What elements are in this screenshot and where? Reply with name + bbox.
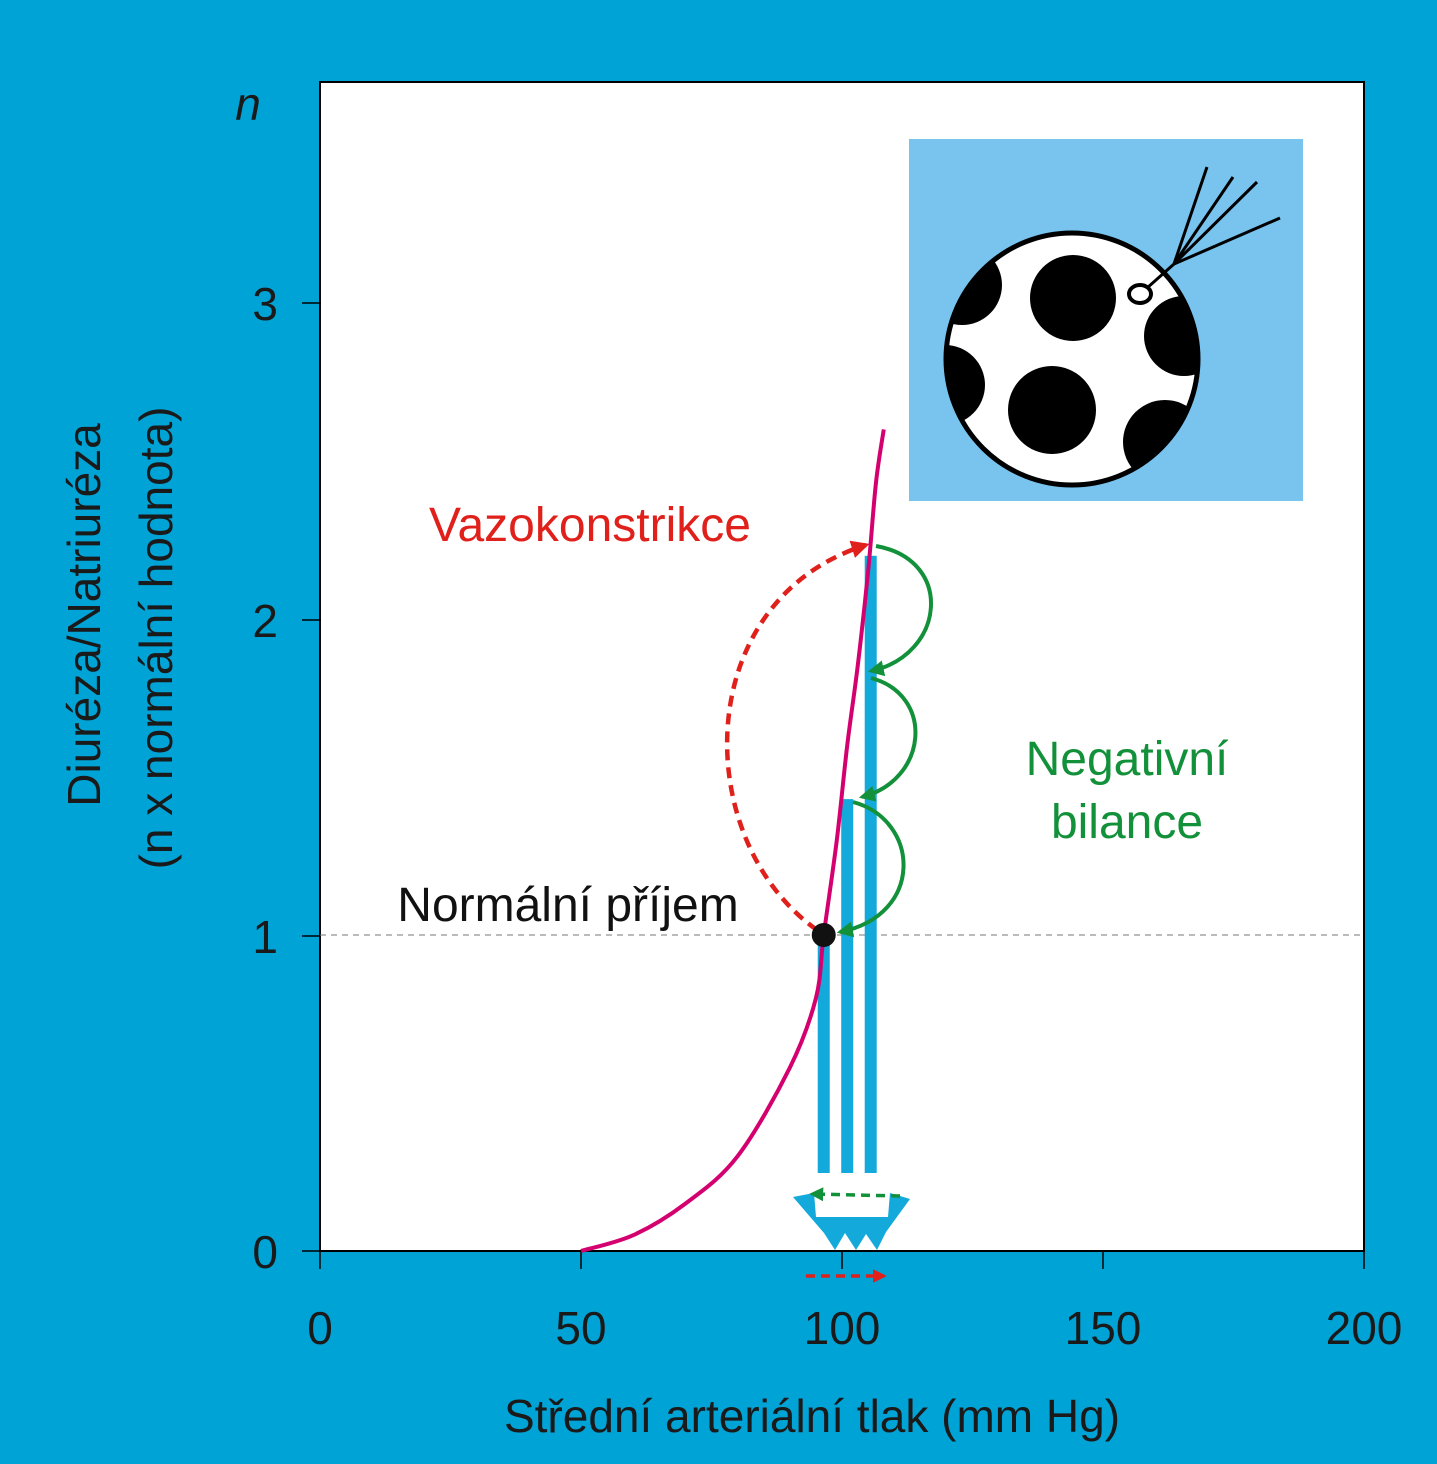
- negative-balance-label-line1: Negativní: [1026, 733, 1229, 786]
- balance-bar-1: [817, 935, 830, 1173]
- pressure-shift-arrows: [793, 1187, 910, 1283]
- x-tick-label-200: 200: [1326, 1302, 1403, 1354]
- balance-bar-3: [864, 555, 877, 1173]
- y-axis-title-line1: Diuréza/Natriuréza: [58, 423, 110, 807]
- vasoconstriction-arrow: [725, 540, 870, 932]
- ball-spot-icon: [1008, 366, 1096, 454]
- x-tick-label-50: 50: [555, 1302, 606, 1354]
- straws-icon: [1146, 166, 1281, 290]
- green-arc-3: [836, 800, 906, 938]
- negative-balance-label-line2: bilance: [1051, 796, 1203, 849]
- y-tick-label-0: 0: [252, 1226, 278, 1278]
- x-tick-label-150: 150: [1065, 1302, 1142, 1354]
- y-axis: 0 1 2 3 n: [235, 78, 320, 1278]
- equilibrium-point: [811, 923, 836, 947]
- green-arc-1: [867, 544, 933, 677]
- ball-spot-icon: [946, 345, 985, 425]
- y-unit-label: n: [235, 78, 261, 130]
- y-tick-label-1: 1: [252, 911, 278, 963]
- ball-spot-icon: [1144, 296, 1198, 376]
- green-arc-2: [858, 676, 918, 802]
- blue-shift-shape: [793, 1193, 910, 1250]
- vasoconstriction-label: Vazokonstrikce: [429, 499, 751, 552]
- ball-spot-icon: [1030, 255, 1116, 341]
- balance-bar-2: [841, 799, 854, 1173]
- y-tick-label-3: 3: [252, 278, 278, 330]
- y-axis-title-line2: (n x normální hodnota): [130, 407, 182, 870]
- ball-outline: [943, 230, 1201, 488]
- x-axis: 0 50 100 150 200: [307, 1251, 1402, 1354]
- negative-balance-arrows: [836, 544, 933, 938]
- normal-intake-label: Normální příjem: [397, 879, 738, 932]
- x-tick-label-0: 0: [307, 1302, 333, 1354]
- y-tick-label-2: 2: [252, 595, 278, 647]
- kidney-ball-illustration: [909, 139, 1303, 501]
- x-tick-label-100: 100: [804, 1302, 881, 1354]
- x-axis-title: Střední arteriální tlak (mm Hg): [504, 1390, 1120, 1442]
- balance-bars: [817, 555, 877, 1173]
- valve-icon: [1127, 283, 1153, 305]
